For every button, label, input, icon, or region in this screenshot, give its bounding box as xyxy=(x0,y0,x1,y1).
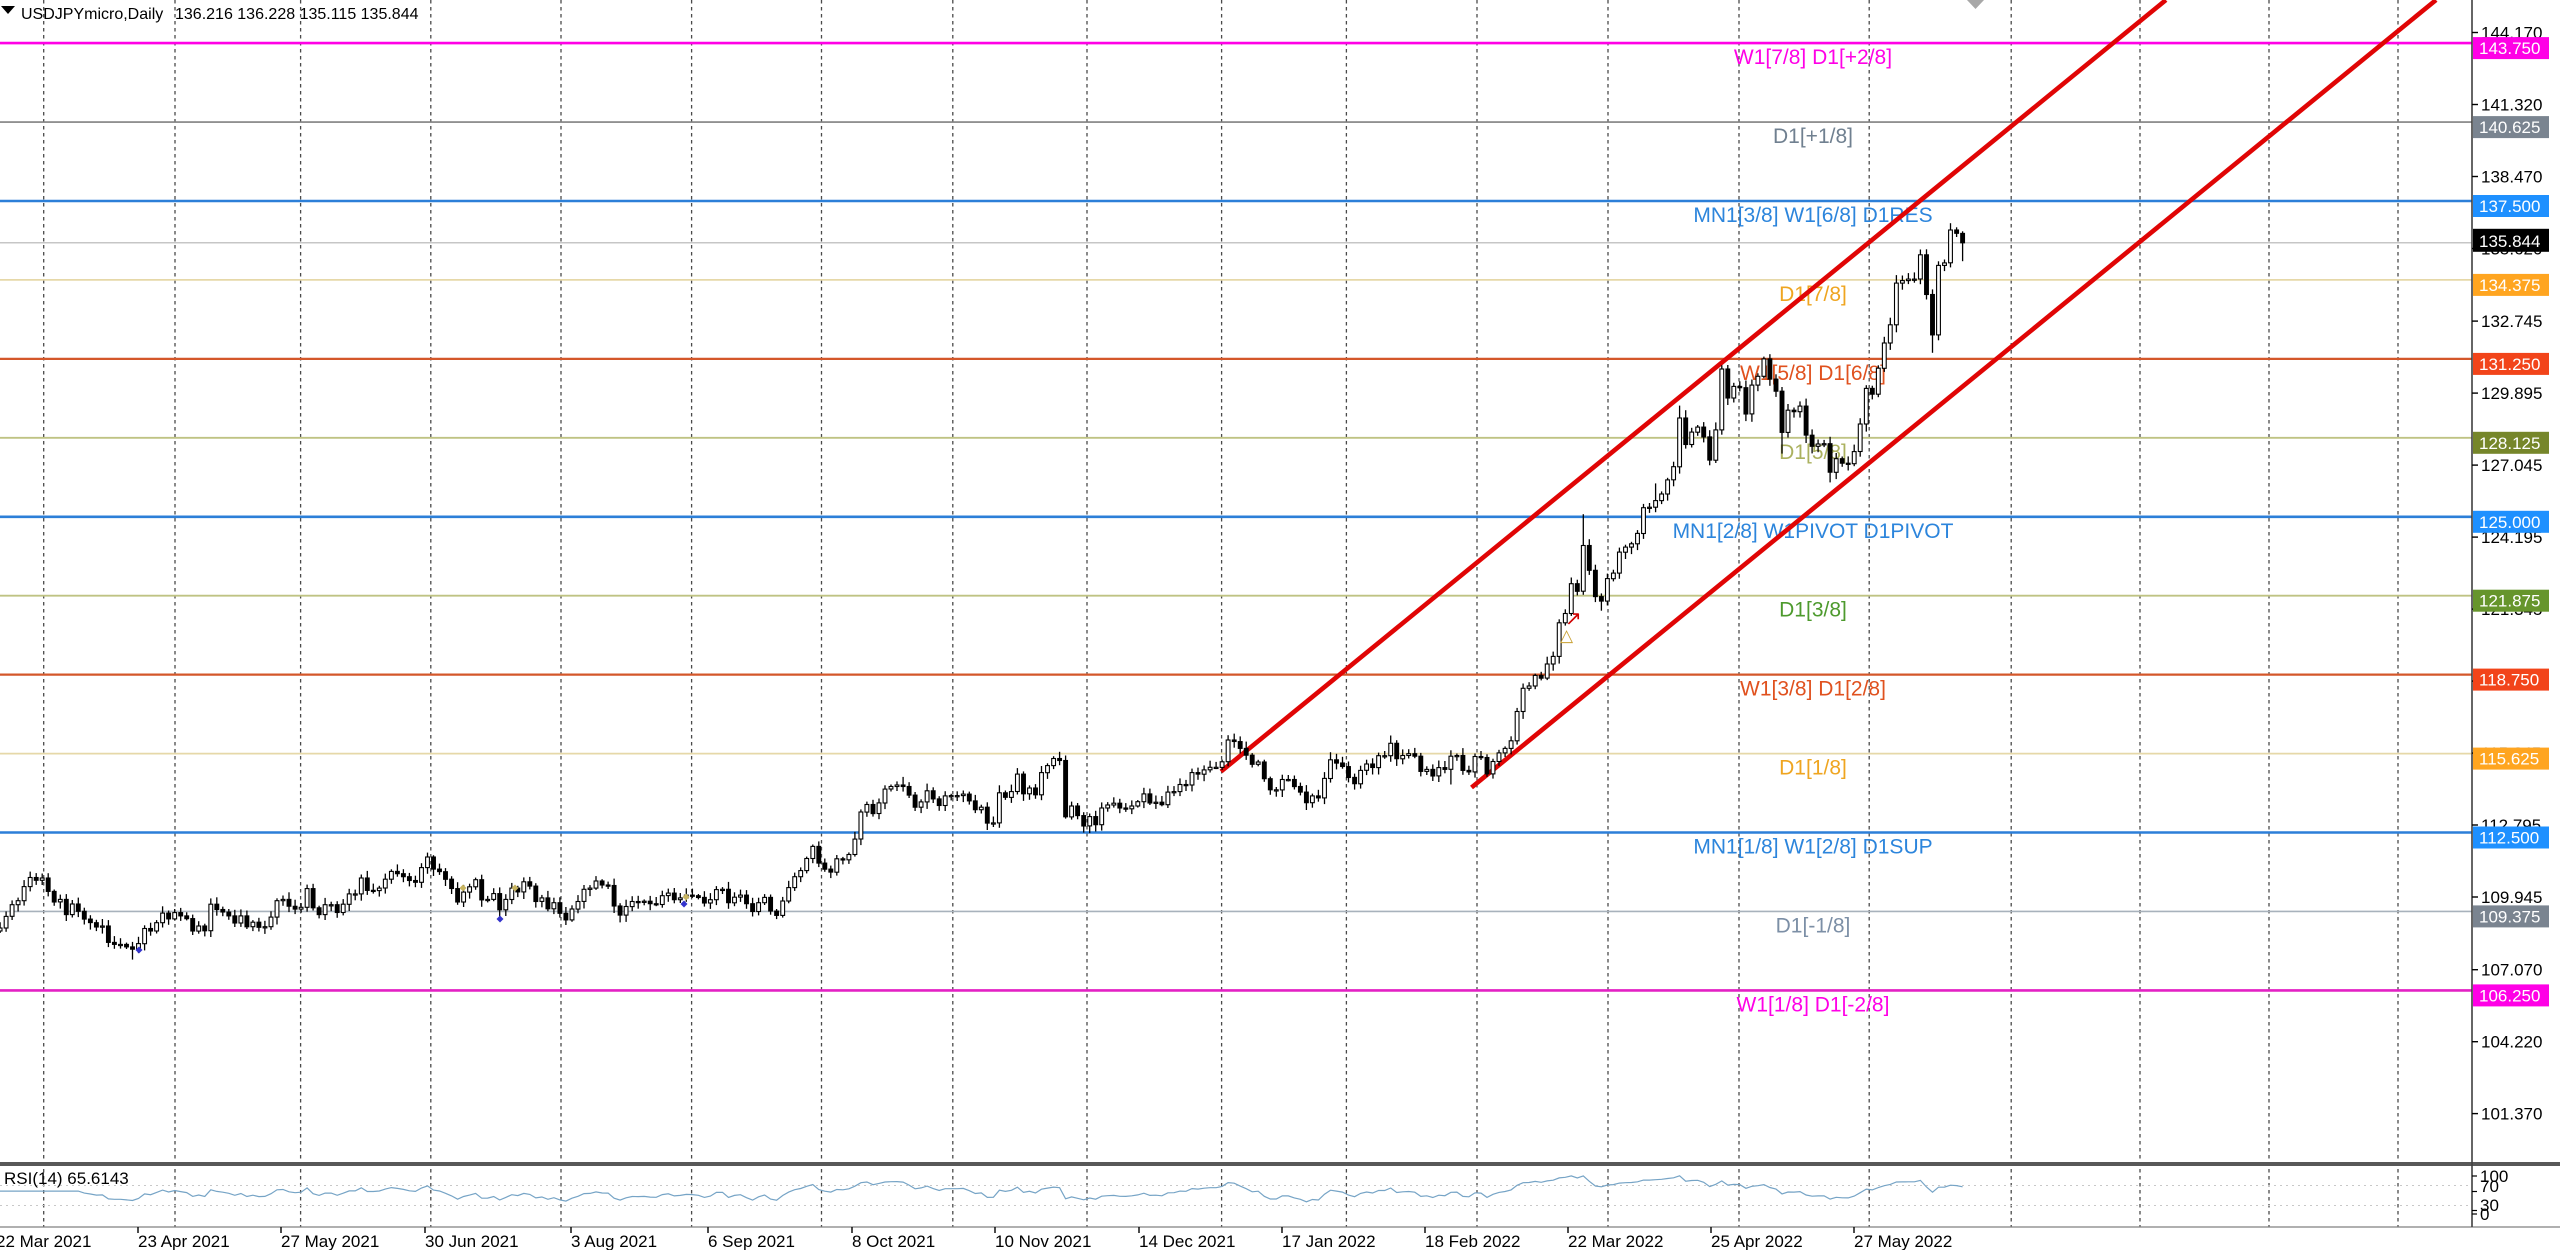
svg-text:17 Jan 2022: 17 Jan 2022 xyxy=(1282,1232,1376,1250)
svg-text:USDJPYmicro,Daily: USDJPYmicro,Daily xyxy=(21,6,163,23)
svg-text:141.320: 141.320 xyxy=(2481,96,2542,115)
svg-text:128.125: 128.125 xyxy=(2479,434,2540,453)
svg-text:138.470: 138.470 xyxy=(2481,168,2542,187)
svg-text:D1[1/8]: D1[1/8] xyxy=(1779,757,1847,780)
svg-text:137.500: 137.500 xyxy=(2479,197,2540,216)
svg-text:8 Oct 2021: 8 Oct 2021 xyxy=(852,1232,935,1250)
svg-text:W1[3/8] D1[2/8]: W1[3/8] D1[2/8] xyxy=(1740,678,1886,701)
svg-text:112.500: 112.500 xyxy=(2479,829,2539,848)
svg-text:0: 0 xyxy=(2480,1205,2489,1224)
svg-text:136.216 136.228 135.115 135.84: 136.216 136.228 135.115 135.844 xyxy=(175,6,419,23)
svg-text:132.745: 132.745 xyxy=(2481,312,2542,331)
svg-text:124.195: 124.195 xyxy=(2481,528,2542,547)
svg-text:6 Sep 2021: 6 Sep 2021 xyxy=(708,1232,795,1250)
svg-text:△: △ xyxy=(1560,626,1574,645)
svg-text:MN1[2/8] W1PIVOT D1PIVOT: MN1[2/8] W1PIVOT D1PIVOT xyxy=(1673,520,1954,543)
svg-text:106.250: 106.250 xyxy=(2479,986,2540,1005)
svg-text:MN1[1/8] W1[2/8] D1SUP: MN1[1/8] W1[2/8] D1SUP xyxy=(1693,836,1932,859)
svg-text:131.250: 131.250 xyxy=(2479,355,2540,374)
svg-text:27 May 2022: 27 May 2022 xyxy=(1854,1232,1952,1250)
svg-text:109.945: 109.945 xyxy=(2481,888,2542,907)
svg-text:14 Dec 2021: 14 Dec 2021 xyxy=(1139,1232,1235,1250)
svg-text:107.070: 107.070 xyxy=(2481,961,2542,980)
svg-text:129.895: 129.895 xyxy=(2481,384,2542,403)
svg-text:D1[-1/8]: D1[-1/8] xyxy=(1776,914,1851,937)
svg-text:118.750: 118.750 xyxy=(2479,671,2539,690)
svg-text:MN1[3/8] W1[6/8] D1RES: MN1[3/8] W1[6/8] D1RES xyxy=(1693,204,1932,227)
svg-text:3 Aug 2021: 3 Aug 2021 xyxy=(571,1232,657,1250)
svg-text:115.625: 115.625 xyxy=(2479,750,2539,769)
svg-text:70: 70 xyxy=(2480,1177,2499,1196)
svg-text:23 Apr 2021: 23 Apr 2021 xyxy=(138,1232,230,1250)
svg-text:RSI(14) 65.6143: RSI(14) 65.6143 xyxy=(4,1169,129,1188)
svg-text:143.750: 143.750 xyxy=(2479,39,2540,58)
svg-text:22 Mar 2021: 22 Mar 2021 xyxy=(0,1232,91,1250)
svg-text:134.375: 134.375 xyxy=(2479,276,2540,295)
svg-text:101.370: 101.370 xyxy=(2481,1105,2542,1124)
svg-text:↗: ↗ xyxy=(1565,608,1582,630)
svg-text:25 Apr 2022: 25 Apr 2022 xyxy=(1711,1232,1803,1250)
svg-text:125.000: 125.000 xyxy=(2479,513,2540,532)
svg-text:D1[+1/8]: D1[+1/8] xyxy=(1773,125,1853,148)
svg-text:127.045: 127.045 xyxy=(2481,456,2542,475)
svg-text:140.625: 140.625 xyxy=(2479,118,2540,137)
svg-text:18 Feb 2022: 18 Feb 2022 xyxy=(1425,1232,1520,1250)
svg-text:30 Jun 2021: 30 Jun 2021 xyxy=(425,1232,519,1250)
svg-text:135.844: 135.844 xyxy=(2479,232,2540,251)
svg-text:D1[3/8]: D1[3/8] xyxy=(1779,599,1847,622)
svg-text:W1[7/8] D1[+2/8]: W1[7/8] D1[+2/8] xyxy=(1734,46,1892,69)
svg-text:104.220: 104.220 xyxy=(2481,1033,2542,1052)
svg-text:10 Nov 2021: 10 Nov 2021 xyxy=(995,1232,1091,1250)
svg-text:121.875: 121.875 xyxy=(2479,592,2540,611)
svg-text:22 Mar 2022: 22 Mar 2022 xyxy=(1568,1232,1663,1250)
svg-text:109.375: 109.375 xyxy=(2479,907,2540,926)
svg-text:30: 30 xyxy=(2480,1196,2499,1215)
svg-text:W1[1/8] D1[-2/8]: W1[1/8] D1[-2/8] xyxy=(1737,993,1890,1016)
svg-text:100: 100 xyxy=(2480,1167,2508,1186)
svg-text:27 May 2021: 27 May 2021 xyxy=(281,1232,379,1250)
